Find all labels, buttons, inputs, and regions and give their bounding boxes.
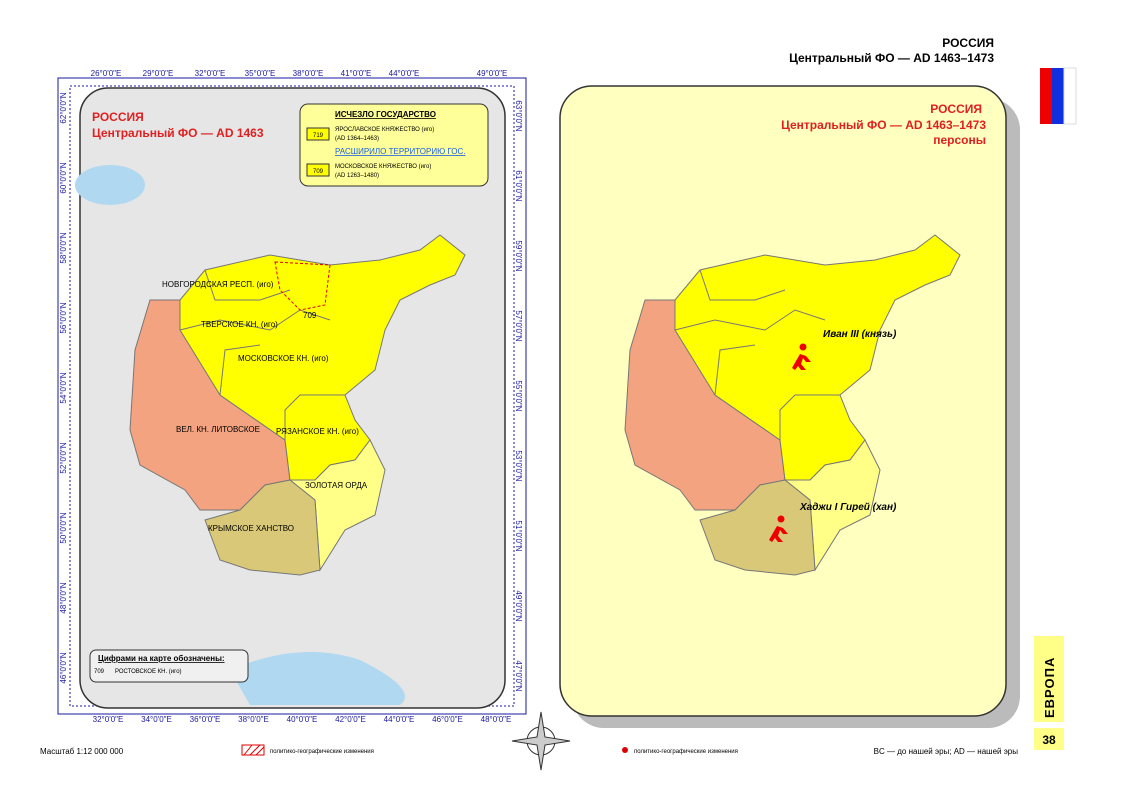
hatch	[243, 744, 265, 756]
region-label: ТВЕРСКОЕ КН. (иго)	[201, 320, 278, 329]
water	[75, 165, 145, 205]
lon-label: 26°0'0"E	[91, 69, 122, 78]
lat-label: 50°0'0"N	[59, 512, 68, 543]
lat-label: 56°0'0"N	[59, 302, 68, 333]
legend-code: 719	[313, 133, 324, 139]
map-title: РОССИЯ	[930, 102, 982, 116]
legend-heading: РАСШИРИЛО ТЕРРИТОРИЮ ГОС.	[335, 147, 466, 156]
page-number: 38	[1042, 733, 1056, 747]
header-subtitle: Центральный ФО — AD 1463–1473	[789, 51, 994, 65]
legend-dot	[622, 747, 628, 753]
page-tab	[1034, 728, 1064, 750]
lon-label: 36°0'0"E	[190, 715, 221, 724]
lat-label: 52°0'0"N	[59, 442, 68, 473]
lat-label: 51°0'0"N	[514, 520, 523, 551]
person-icon	[792, 343, 811, 370]
numbers-heading: Цифрами на карте обозначены:	[98, 654, 225, 663]
lat-label: 57°0'0"N	[514, 310, 523, 341]
person-label: Хаджи I Гирей (хан)	[799, 502, 897, 513]
legend-dates: (AD 1263–1480)	[335, 173, 379, 179]
lon-label: 44°0'0"E	[384, 715, 415, 724]
region-label: РЯЗАНСКОЕ КН. (иго)	[276, 427, 359, 436]
flag-red	[1040, 68, 1052, 124]
lat-label: 61°0'0"N	[514, 170, 523, 201]
lon-label: 40°0'0"E	[287, 715, 318, 724]
person-label: Иван III (князь)	[823, 329, 897, 340]
lon-label: 46°0'0"E	[432, 715, 463, 724]
lat-label: 47°0'0"N	[514, 660, 523, 691]
region-label: 709	[303, 311, 317, 320]
compass	[511, 711, 571, 771]
lon-label: 49°0'0"E	[477, 69, 508, 78]
map-subtitle: Центральный ФО — AD 1463–1473	[781, 118, 986, 132]
legend-box	[299, 103, 489, 187]
legend-code: 709	[313, 169, 324, 175]
lat-label: 60°0'0"N	[59, 162, 68, 193]
lat-label: 46°0'0"N	[59, 652, 68, 683]
lat-label: 55°0'0"N	[514, 380, 523, 411]
lon-label: 29°0'0"E	[143, 69, 174, 78]
legend-dates: (AD 1364–1463)	[335, 136, 379, 142]
map-subtitle: Центральный ФО — AD 1463	[92, 126, 264, 140]
region-label: ЗОЛОТАЯ ОРДА	[305, 481, 368, 490]
region-label: МОСКОВСКОЕ КН. (иго)	[238, 354, 329, 363]
map-subtitle: персоны	[933, 133, 986, 147]
water	[230, 652, 405, 705]
lat-label: 49°0'0"N	[514, 590, 523, 621]
region-label: КРЫМСКОЕ ХАНСТВО	[208, 524, 294, 533]
region-label: НОВГОРОДСКАЯ РЕСП. (иго)	[162, 280, 274, 289]
lon-label: 34°0'0"E	[141, 715, 172, 724]
section-label: ЕВРОПА	[1042, 657, 1057, 718]
footer-note: BC — до нашей эры; AD — нашей эры	[874, 747, 1019, 756]
lon-label: 42°0'0"E	[335, 715, 366, 724]
legend-heading: ИСЧЕЗЛО ГОСУДАРСТВО	[335, 110, 436, 119]
flag-white	[1063, 67, 1077, 125]
legend-swatch	[306, 127, 330, 141]
lat-label: 54°0'0"N	[59, 372, 68, 403]
header-title: РОССИЯ	[942, 36, 994, 50]
map-title: РОССИЯ	[92, 110, 144, 124]
scale: Масштаб 1:12 000 000	[40, 747, 124, 756]
lon-label: 38°0'0"E	[238, 715, 269, 724]
lon-label: 32°0'0"E	[195, 69, 226, 78]
footer-legend: политико-географические изменения	[270, 749, 374, 755]
lat-label: 59°0'0"N	[514, 240, 523, 271]
legend-swatch	[241, 744, 265, 756]
legend-item: ЯРОСЛАВСКОЕ КНЯЖЕСТВО (иго)	[335, 127, 434, 133]
numbers-item: РОСТОВСКОЕ КН. (иго)	[115, 669, 182, 675]
legend-swatch	[306, 163, 330, 177]
lat-label: 53°0'0"N	[514, 450, 523, 481]
lon-label: 48°0'0"E	[481, 715, 512, 724]
lat-label: 48°0'0"N	[59, 582, 68, 613]
lat-label: 63°0'0"N	[514, 100, 523, 131]
section-tab	[1034, 636, 1064, 722]
footer-legend: политико-географические изменения	[634, 749, 738, 755]
lat-label: 62°0'0"N	[59, 92, 68, 123]
lon-label: 44°0'0"E	[389, 69, 420, 78]
flag-blue	[1052, 68, 1064, 124]
legend-item: МОСКОВСКОЕ КНЯЖЕСТВО (иго)	[335, 164, 431, 170]
lat-label: 58°0'0"N	[59, 232, 68, 263]
lon-label: 32°0'0"E	[93, 715, 124, 724]
lon-label: 35°0'0"E	[245, 69, 276, 78]
lon-label: 41°0'0"E	[341, 69, 372, 78]
person-icon	[769, 515, 788, 542]
numbers-code: 709	[94, 669, 105, 675]
lon-label: 38°0'0"E	[293, 69, 324, 78]
numbers-box	[89, 649, 249, 683]
region-label: ВЕЛ. КН. ЛИТОВСКОЕ	[176, 425, 260, 434]
changed-area	[274, 261, 331, 311]
